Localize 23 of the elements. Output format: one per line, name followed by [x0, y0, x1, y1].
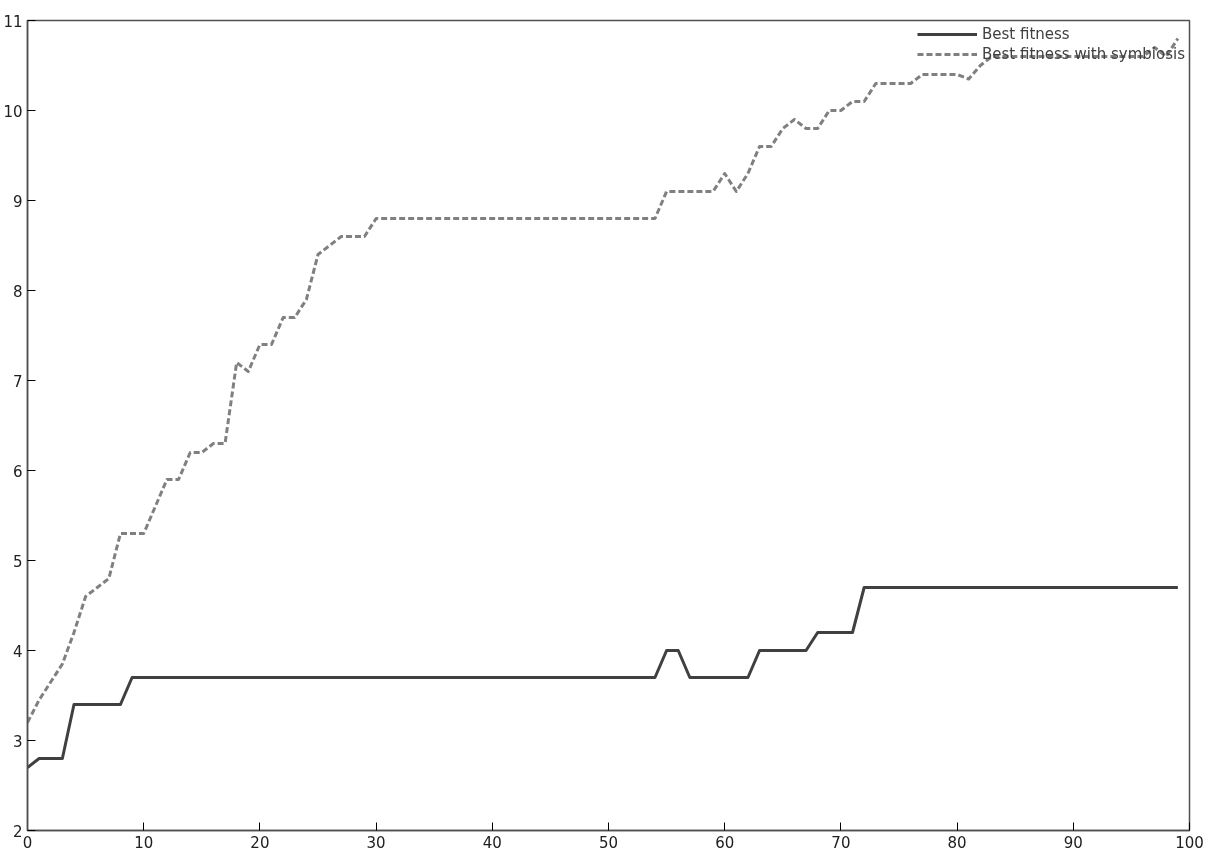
x-tick-label: 10 — [134, 833, 154, 852]
x-tick-label: 90 — [1063, 833, 1083, 852]
y-tick-label: 10 — [3, 102, 23, 121]
x-tick-label: 70 — [831, 833, 851, 852]
legend-label: Best fitness — [981, 25, 1070, 43]
x-tick-label: 0 — [22, 833, 33, 852]
x-tick-label: 60 — [715, 833, 735, 852]
x-tick-label: 80 — [947, 833, 967, 852]
y-tick-label: 3 — [12, 732, 23, 751]
y-tick-label: 7 — [12, 372, 23, 391]
y-tick-label: 5 — [12, 552, 23, 571]
y-tick-label: 4 — [12, 642, 23, 661]
x-tick-label: 50 — [598, 833, 619, 852]
y-tick-label: 11 — [3, 12, 23, 31]
x-tick-label: 30 — [366, 833, 386, 852]
x-tick-label: 40 — [482, 833, 502, 852]
line-series — [27, 586, 1180, 769]
y-tick-label: 6 — [12, 462, 23, 481]
x-tick-label: 100 — [1175, 833, 1204, 852]
y-tick-label: 8 — [12, 282, 23, 301]
y-tick-label: 9 — [12, 192, 23, 211]
y-tick-label: 2 — [12, 822, 23, 841]
x-tick-label: 20 — [250, 833, 270, 852]
